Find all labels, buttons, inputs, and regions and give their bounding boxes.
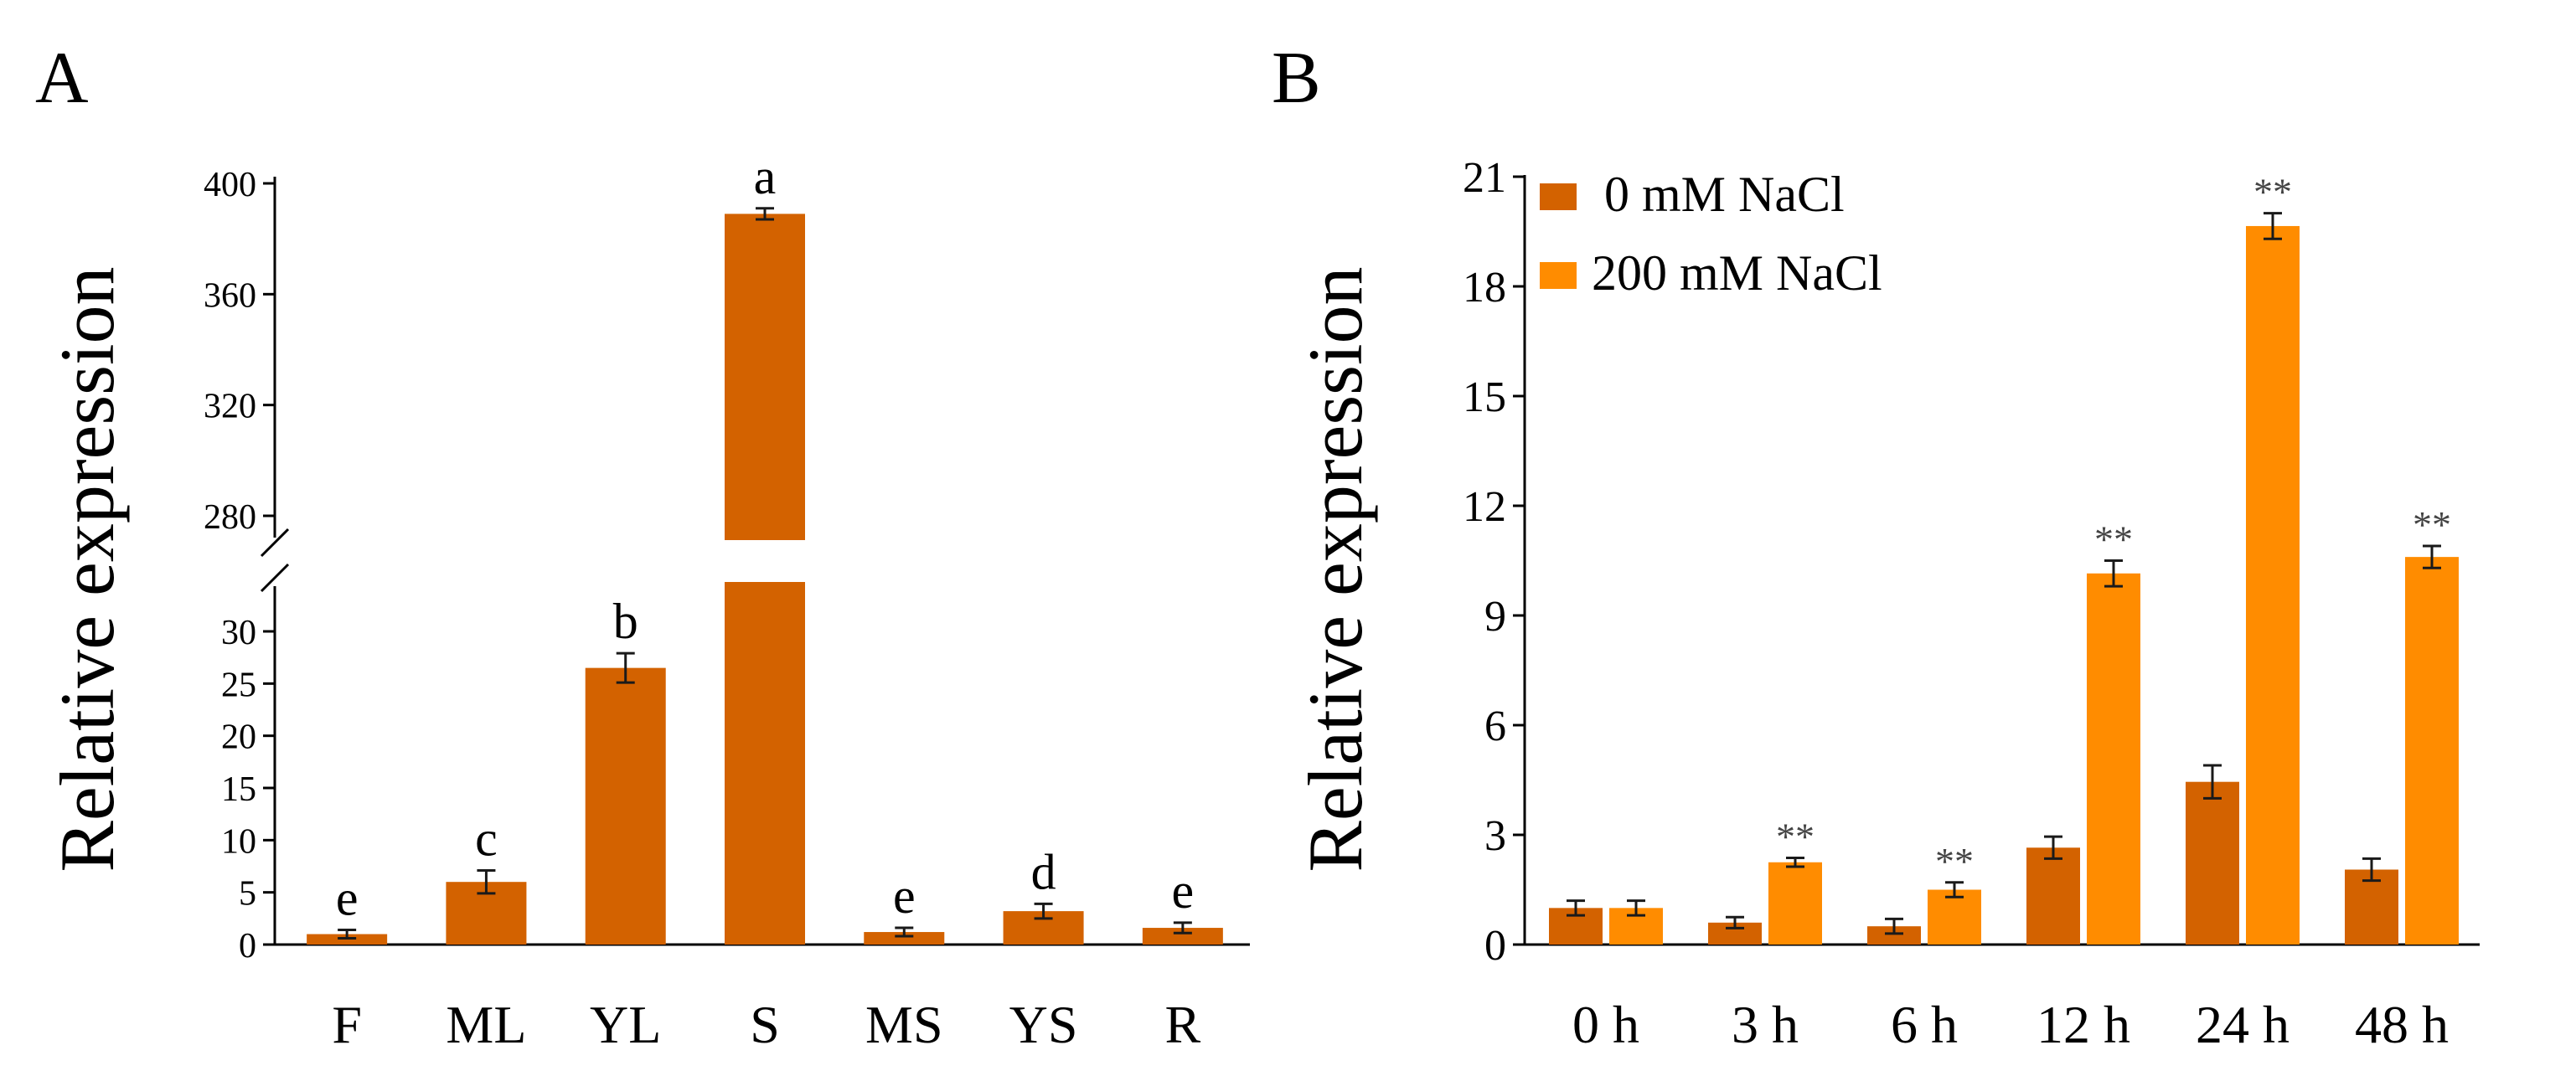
- panel-b-ylabel: Relative expression: [1293, 266, 1378, 872]
- panel-b-significance-marker: **: [2413, 503, 2451, 546]
- panel-a-significance-letter: b: [613, 594, 638, 649]
- panel-b-significance-marker: **: [1776, 816, 1815, 858]
- panel-b-x-tick-label: 0 h: [1572, 995, 1639, 1054]
- panel-b-bar-control: [2026, 847, 2080, 945]
- panel-a-x-tick-label: S: [750, 995, 780, 1054]
- panel-a-significance-letter: c: [475, 811, 498, 866]
- panel-b-bar-control: [2186, 781, 2239, 945]
- legend-label-control: 0 mM NaCl: [1592, 167, 1845, 222]
- panel-a-tick-label: 10: [221, 822, 256, 861]
- panel-b-label: B: [1272, 38, 1321, 119]
- panel-a-x-tick-label: F: [332, 995, 362, 1054]
- panel-b-bar-nacl: [1928, 889, 1981, 945]
- panel-a-significance-letter: e: [336, 871, 359, 926]
- panel-a-significance-letter: e: [893, 868, 916, 924]
- panel-b-tick-label: 15: [1463, 373, 1506, 421]
- panel-a-bar: [1142, 928, 1223, 945]
- panel-a-axis-break-upper: [260, 528, 290, 558]
- panel-b-bar-nacl: [2246, 225, 2300, 945]
- panel-b-tick-label: 0: [1484, 922, 1506, 970]
- panel-b-bar-control: [1867, 926, 1921, 945]
- panel-a-tick-label: 5: [239, 875, 256, 914]
- panel-b-significance-marker: **: [1935, 840, 1974, 883]
- panel-a-bar: [864, 932, 945, 945]
- panel-b-bar-nacl: [2087, 573, 2140, 945]
- panel-a-x-tick-label: ML: [446, 995, 526, 1054]
- panel-b-bar-control: [2345, 869, 2398, 945]
- panel-b-tick-label: 3: [1484, 812, 1506, 860]
- panel-a-label: A: [35, 38, 89, 119]
- panel-b-x-tick-label: 12 h: [2037, 995, 2130, 1054]
- panel-a-x-tick-label: YL: [590, 995, 661, 1054]
- panel-a-ylabel: Relative expression: [44, 266, 130, 872]
- panel-a-significance-letter: d: [1031, 844, 1056, 899]
- panel-a-axis-break-lower: [260, 563, 290, 593]
- panel-b-tick-label: 9: [1484, 593, 1506, 641]
- panel-a-tick-label: 280: [204, 498, 256, 537]
- panel-b-chart: Relative expression 0 mM NaCl 200 mM NaC…: [1293, 154, 2480, 1054]
- panel-a-tick-label: 0: [239, 927, 256, 965]
- panel-a-chart: Relative expression 0 5 10 15 20 25 30 280 320 36…: [44, 149, 1250, 1054]
- panel-b-x-tick-label: 24 h: [2196, 995, 2289, 1054]
- panel-b-tick-label: 18: [1463, 264, 1506, 312]
- panel-a-bar-upper: [725, 214, 805, 540]
- panel-b-tick-label: 12: [1463, 483, 1506, 531]
- panel-a-tick-label: 25: [221, 666, 256, 704]
- panel-a-x-tick-label: R: [1165, 995, 1201, 1054]
- panel-b-bar-nacl: [2405, 557, 2459, 945]
- legend: 0 mM NaCl 200 mM NaCl: [1540, 167, 1882, 301]
- panel-b-x-tick-label: 48 h: [2355, 995, 2449, 1054]
- panel-a-tick-label: 320: [204, 388, 256, 426]
- panel-a-x-tick-label: MS: [865, 995, 943, 1054]
- panel-b-bar-nacl: [1768, 862, 1822, 945]
- panel-a-significance-letter: e: [1172, 863, 1195, 919]
- panel-a-tick-label: 360: [204, 276, 256, 315]
- panel-b-x-tick-label: 3 h: [1732, 995, 1799, 1054]
- panel-b-tick-label: 21: [1463, 154, 1506, 202]
- panel-a-tick-label: 400: [204, 166, 256, 204]
- panel-b-tick-label: 6: [1484, 703, 1506, 750]
- panel-a-tick-label: 30: [221, 614, 256, 652]
- panel-a-significance-letter: a: [754, 149, 777, 204]
- panel-a-tick-label: 20: [221, 718, 256, 757]
- legend-swatch-nacl: [1540, 262, 1577, 289]
- panel-a-tick-label: 15: [221, 770, 256, 809]
- panel-a-x-tick-label: YS: [1009, 995, 1078, 1054]
- legend-swatch-control: [1540, 183, 1577, 210]
- panel-b-x-tick-label: 6 h: [1891, 995, 1958, 1054]
- panel-b-significance-marker: **: [2253, 171, 2292, 214]
- legend-label-nacl: 200 mM NaCl: [1592, 245, 1882, 301]
- panel-b-significance-marker: **: [2094, 518, 2133, 561]
- panel-a-bar: [585, 667, 666, 945]
- panel-a-bar: [725, 582, 805, 945]
